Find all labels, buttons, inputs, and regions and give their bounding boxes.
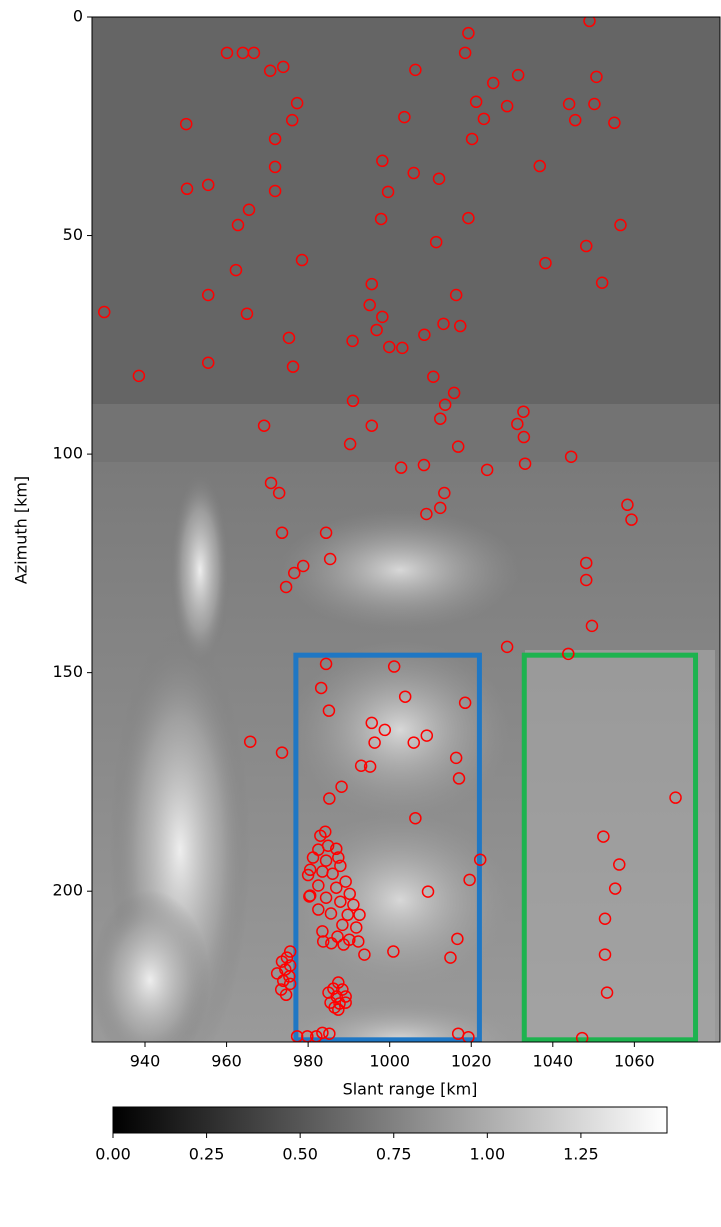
colorbar-tick-label: 1.25 (563, 1145, 599, 1164)
x-tick-label: 940 (130, 1052, 161, 1071)
y-tick-label: 150 (52, 662, 83, 681)
x-tick-label: 960 (211, 1052, 242, 1071)
colorbar-tick-label: 1.00 (470, 1145, 506, 1164)
x-tick-label: 1000 (369, 1052, 410, 1071)
colorbar (113, 1107, 667, 1133)
x-tick-label: 1020 (451, 1052, 492, 1071)
y-tick-label: 0 (73, 7, 83, 26)
x-tick-label: 1040 (532, 1052, 573, 1071)
colorbar-tick-label: 0.50 (282, 1145, 318, 1164)
y-axis-label: Azimuth [km] (12, 476, 31, 584)
x-tick-label: 980 (293, 1052, 324, 1071)
y-tick-label: 200 (52, 881, 83, 900)
colorbar-tick-label: 0.00 (95, 1145, 131, 1164)
y-tick-label: 50 (63, 225, 83, 244)
x-axis-label: Slant range [km] (343, 1080, 478, 1099)
radar-image (90, 17, 720, 1080)
x-tick-label: 1060 (614, 1052, 655, 1071)
chart: Slant range [km] Azimuth [km] 940 960 980 1… (0, 0, 721, 1227)
colorbar-tick-label: 0.75 (376, 1145, 412, 1164)
colorbar-tick-label: 0.25 (189, 1145, 225, 1164)
y-tick-label: 100 (52, 444, 83, 463)
